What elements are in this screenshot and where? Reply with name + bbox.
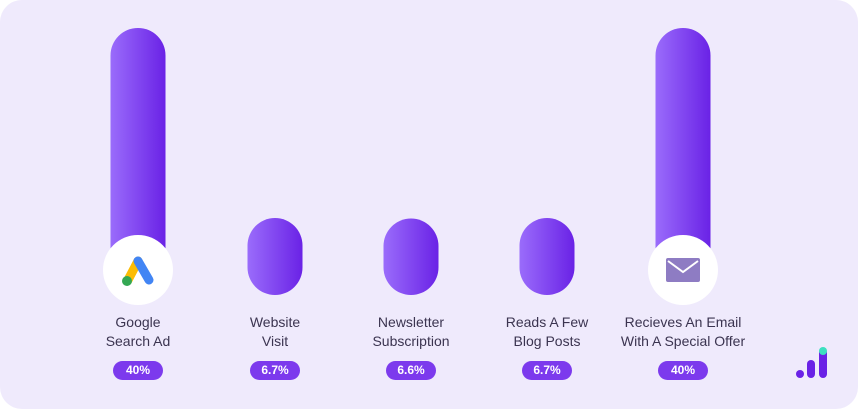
value-label: 6.7%: [533, 363, 561, 377]
value-pill: [522, 361, 572, 380]
bar: [655, 27, 711, 296]
value-pill: [658, 361, 708, 380]
category-label: Recieves An Email With A Special Offer: [620, 314, 746, 349]
value-label: 40%: [126, 363, 150, 377]
value-pill: [113, 361, 163, 380]
value-label: 6.7%: [261, 363, 289, 377]
bar: [110, 27, 166, 296]
category-label: Google Search Ad: [105, 314, 171, 349]
value-label: 40%: [671, 363, 695, 377]
bar: [383, 218, 439, 295]
value-pill: [250, 361, 300, 380]
category-label: Newsletter Subscription: [372, 314, 450, 349]
bar: [247, 217, 303, 295]
value-label: 6.6%: [397, 363, 425, 377]
category-label: Reads A Few Blog Posts: [505, 314, 589, 349]
value-pill: [386, 361, 436, 380]
google-ads-icon: [122, 256, 154, 286]
envelope-icon: [666, 258, 700, 282]
bar: [519, 217, 575, 295]
category-label: Website Visit: [249, 314, 301, 349]
logo: [796, 347, 827, 378]
